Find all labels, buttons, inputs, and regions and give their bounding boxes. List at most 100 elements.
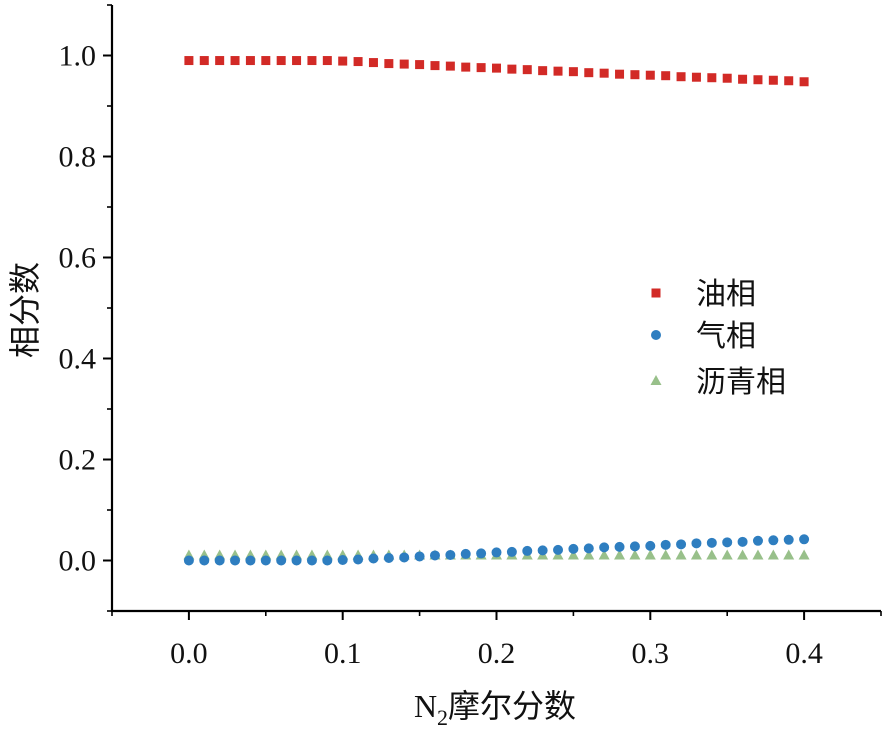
data-point [644,549,656,560]
data-point [338,56,348,66]
data-point [199,56,209,66]
data-point [768,535,779,546]
data-point [799,77,809,87]
data-point [537,545,548,556]
data-point [492,63,501,73]
data-point [260,555,271,566]
data-point [799,534,810,545]
data-point [660,549,672,560]
x-axis-title-subscript: 2 [437,705,448,730]
data-point [183,555,194,566]
data-point [415,60,425,70]
data-point [614,541,625,552]
data-point [661,71,671,81]
data-point [783,549,795,560]
data-point [507,64,517,74]
y-tick-label: 0.6 [59,242,97,275]
x-axis: 0.0 0.1 0.2 0.3 0.4 [111,611,882,670]
data-point [461,62,471,72]
data-point [553,544,564,555]
data-point [629,541,640,552]
data-point [660,539,671,550]
data-point [706,537,717,548]
data-point [752,549,764,560]
data-point [767,549,779,560]
data-point [215,56,225,66]
plot-frame [110,5,881,613]
data-point [598,549,610,560]
data-point [722,73,732,83]
data-point [476,548,487,559]
data-point [445,549,456,560]
data-point [676,72,686,82]
y-axis-title: 相分数 [6,262,44,358]
x-tick-label: 0.4 [785,637,823,670]
data-point [368,553,379,564]
data-point [676,539,687,550]
data-point [583,549,595,560]
y-tick-label: 0.0 [59,545,97,578]
data-point [506,546,517,557]
data-point [368,58,378,68]
data-point [629,549,641,560]
data-point [584,68,594,78]
data-point [630,70,640,80]
data-point [199,555,210,566]
x-axis-title-rest: 摩尔分数 [448,687,576,725]
data-point [722,537,733,548]
legend-marker [651,288,661,298]
data-point [292,56,302,66]
data-point [307,56,317,66]
data-point [721,549,733,560]
data-point [737,536,748,547]
data-point [230,56,240,66]
data-point [553,66,563,76]
series-gas [183,534,810,566]
y-tick-label: 0.8 [59,141,97,174]
x-tick-label: 0.2 [478,637,516,670]
data-point [599,68,609,78]
data-point [691,538,702,549]
data-point [568,67,578,77]
x-tick-label: 0.1 [324,637,362,670]
data-point [752,535,763,546]
data-point [460,548,471,559]
data-point [645,70,655,80]
data-point [690,549,702,560]
data-point [353,57,363,67]
data-point [599,542,610,553]
data-point [399,552,410,563]
data-point [753,75,763,85]
data-point [414,551,425,562]
data-point [538,66,548,76]
data-point [399,59,409,69]
data-point [476,63,486,73]
data-point [353,554,364,565]
data-point [245,56,255,66]
data-point [429,550,440,561]
legend-label: 油相 [696,277,756,312]
data-point [245,555,256,566]
data-point [276,56,286,66]
data-point [768,75,778,85]
data-point [675,549,687,560]
data-point [707,73,717,83]
data-point [491,547,502,558]
data-point [522,545,533,556]
x-axis-title-main: N [414,688,437,724]
legend-label: 沥青相 [696,365,786,400]
data-point [322,56,332,66]
y-tick-label: 1.0 [59,40,97,73]
legend-label: 气相 [696,319,756,354]
data-point [738,74,748,84]
data-point [306,555,317,566]
data-point [784,76,794,86]
x-tick-label: 0.3 [632,637,670,670]
data-point [645,540,656,551]
data-point [567,549,579,560]
data-point [691,72,701,82]
data-point [230,555,241,566]
data-point [184,56,194,66]
legend-marker [651,330,661,340]
